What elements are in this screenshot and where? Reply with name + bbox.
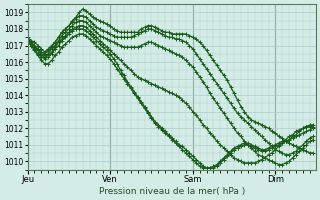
X-axis label: Pression niveau de la mer( hPa ): Pression niveau de la mer( hPa ) (99, 187, 245, 196)
